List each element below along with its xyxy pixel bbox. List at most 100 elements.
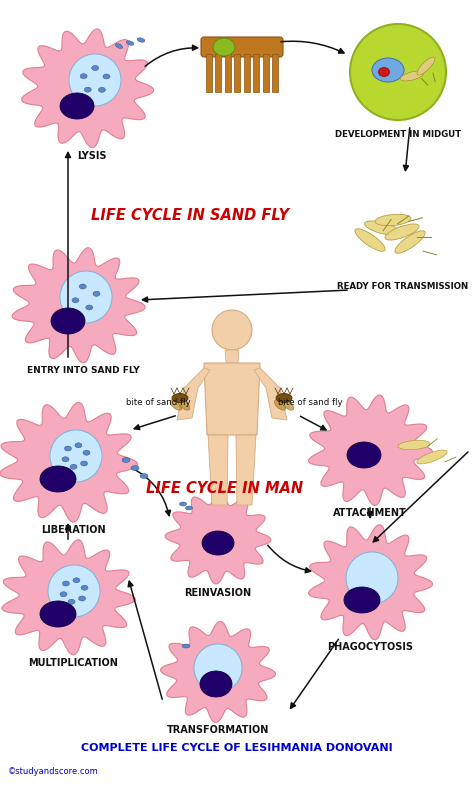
Ellipse shape (282, 400, 294, 410)
Ellipse shape (200, 671, 232, 697)
Bar (254, 54, 259, 92)
Ellipse shape (80, 73, 87, 79)
Text: bite of sand fly: bite of sand fly (126, 398, 191, 406)
Text: ATTACHMENT: ATTACHMENT (333, 508, 407, 518)
Text: LIBERATION: LIBERATION (41, 525, 105, 535)
Ellipse shape (83, 451, 90, 455)
Polygon shape (309, 525, 433, 640)
Ellipse shape (99, 88, 105, 92)
Circle shape (346, 552, 398, 604)
Polygon shape (208, 435, 228, 505)
Ellipse shape (70, 464, 77, 469)
Bar (244, 54, 250, 92)
Ellipse shape (63, 581, 69, 586)
Text: COMPLETE LIFE CYCLE OF LESIHMANIA DONOVANI: COMPLETE LIFE CYCLE OF LESIHMANIA DONOVA… (81, 743, 393, 753)
Circle shape (60, 271, 112, 323)
Ellipse shape (79, 596, 86, 601)
Polygon shape (12, 248, 145, 363)
Ellipse shape (84, 87, 91, 92)
Ellipse shape (131, 466, 139, 470)
Polygon shape (2, 540, 135, 655)
Ellipse shape (103, 74, 110, 79)
Ellipse shape (372, 58, 404, 82)
Polygon shape (204, 363, 260, 435)
Ellipse shape (72, 297, 79, 303)
Polygon shape (177, 368, 210, 420)
Ellipse shape (122, 458, 130, 462)
Text: TRANSFORMATION: TRANSFORMATION (167, 725, 269, 735)
Ellipse shape (398, 440, 430, 450)
Ellipse shape (140, 473, 148, 478)
Ellipse shape (62, 457, 69, 462)
Bar (206, 54, 212, 92)
Polygon shape (22, 29, 154, 148)
Text: REINVASION: REINVASION (184, 588, 252, 598)
Text: LIFE CYCLE IN MAN: LIFE CYCLE IN MAN (146, 481, 303, 495)
Ellipse shape (355, 229, 385, 251)
Ellipse shape (40, 601, 76, 627)
Text: LIFE CYCLE IN SAND FLY: LIFE CYCLE IN SAND FLY (91, 208, 289, 222)
Ellipse shape (79, 284, 86, 289)
Bar (235, 54, 240, 92)
Polygon shape (254, 368, 287, 420)
Ellipse shape (344, 587, 380, 613)
Ellipse shape (137, 38, 145, 42)
Polygon shape (309, 395, 433, 506)
Ellipse shape (40, 466, 76, 492)
Polygon shape (161, 622, 275, 723)
Ellipse shape (182, 644, 190, 648)
Ellipse shape (401, 71, 424, 81)
Ellipse shape (86, 305, 93, 310)
Circle shape (50, 430, 102, 482)
Ellipse shape (202, 531, 234, 555)
Ellipse shape (375, 215, 411, 226)
Ellipse shape (347, 442, 381, 468)
Ellipse shape (73, 578, 80, 583)
Circle shape (194, 644, 242, 692)
Ellipse shape (81, 585, 88, 590)
Ellipse shape (213, 38, 235, 56)
Text: LYSIS: LYSIS (77, 151, 107, 161)
Ellipse shape (417, 57, 435, 75)
Ellipse shape (395, 230, 425, 253)
FancyBboxPatch shape (201, 37, 283, 57)
Circle shape (350, 24, 446, 120)
Ellipse shape (274, 400, 286, 410)
Circle shape (48, 565, 100, 617)
Ellipse shape (385, 224, 419, 240)
Ellipse shape (115, 43, 123, 48)
Text: DEVELOPMENT IN MIDGUT: DEVELOPMENT IN MIDGUT (335, 129, 461, 139)
Ellipse shape (180, 502, 186, 506)
Text: READY FOR TRANSMISSION: READY FOR TRANSMISSION (337, 282, 469, 290)
Ellipse shape (60, 592, 67, 596)
Ellipse shape (64, 446, 72, 451)
Bar (273, 54, 279, 92)
Ellipse shape (178, 400, 190, 410)
Ellipse shape (417, 450, 447, 464)
Ellipse shape (379, 68, 390, 77)
Text: bite of sand fly: bite of sand fly (278, 398, 342, 406)
Ellipse shape (365, 221, 400, 235)
Ellipse shape (91, 65, 99, 70)
Ellipse shape (185, 506, 192, 510)
Ellipse shape (93, 291, 100, 296)
Text: ©studyandscore.com: ©studyandscore.com (8, 768, 99, 776)
Polygon shape (225, 350, 239, 363)
Circle shape (212, 310, 252, 350)
Polygon shape (236, 435, 256, 505)
Ellipse shape (170, 400, 182, 410)
Ellipse shape (60, 93, 94, 119)
Ellipse shape (68, 599, 75, 604)
Ellipse shape (276, 394, 292, 402)
Circle shape (69, 54, 121, 106)
Ellipse shape (75, 443, 82, 448)
Ellipse shape (172, 394, 188, 402)
Polygon shape (165, 492, 271, 584)
Ellipse shape (51, 308, 85, 334)
Text: PHAGOCYTOSIS: PHAGOCYTOSIS (327, 642, 413, 652)
Ellipse shape (81, 461, 88, 466)
Text: ENTRY INTO SAND FLY: ENTRY INTO SAND FLY (27, 365, 139, 375)
Ellipse shape (126, 41, 134, 45)
Bar (216, 54, 221, 92)
Bar (225, 54, 231, 92)
